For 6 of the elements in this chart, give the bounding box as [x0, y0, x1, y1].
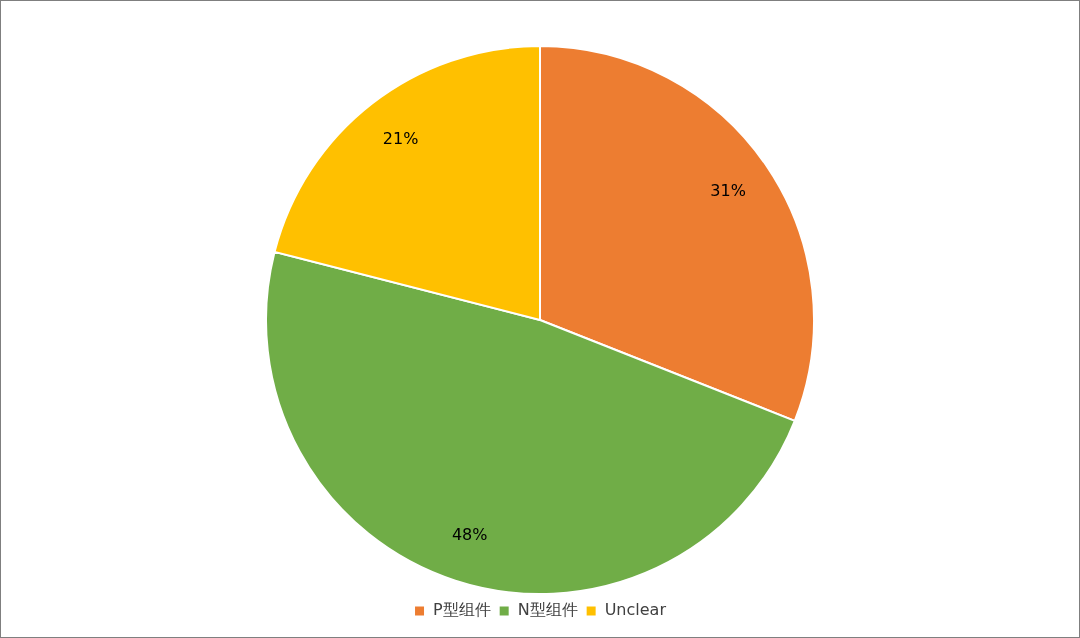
legend-label: P型组件: [433, 600, 491, 620]
data-label: 48%: [451, 525, 488, 545]
legend-label: Unclear: [604, 600, 667, 620]
data-label: 21%: [382, 129, 419, 149]
legend-label: N型组件: [517, 600, 578, 620]
data-label: 31%: [710, 181, 746, 201]
